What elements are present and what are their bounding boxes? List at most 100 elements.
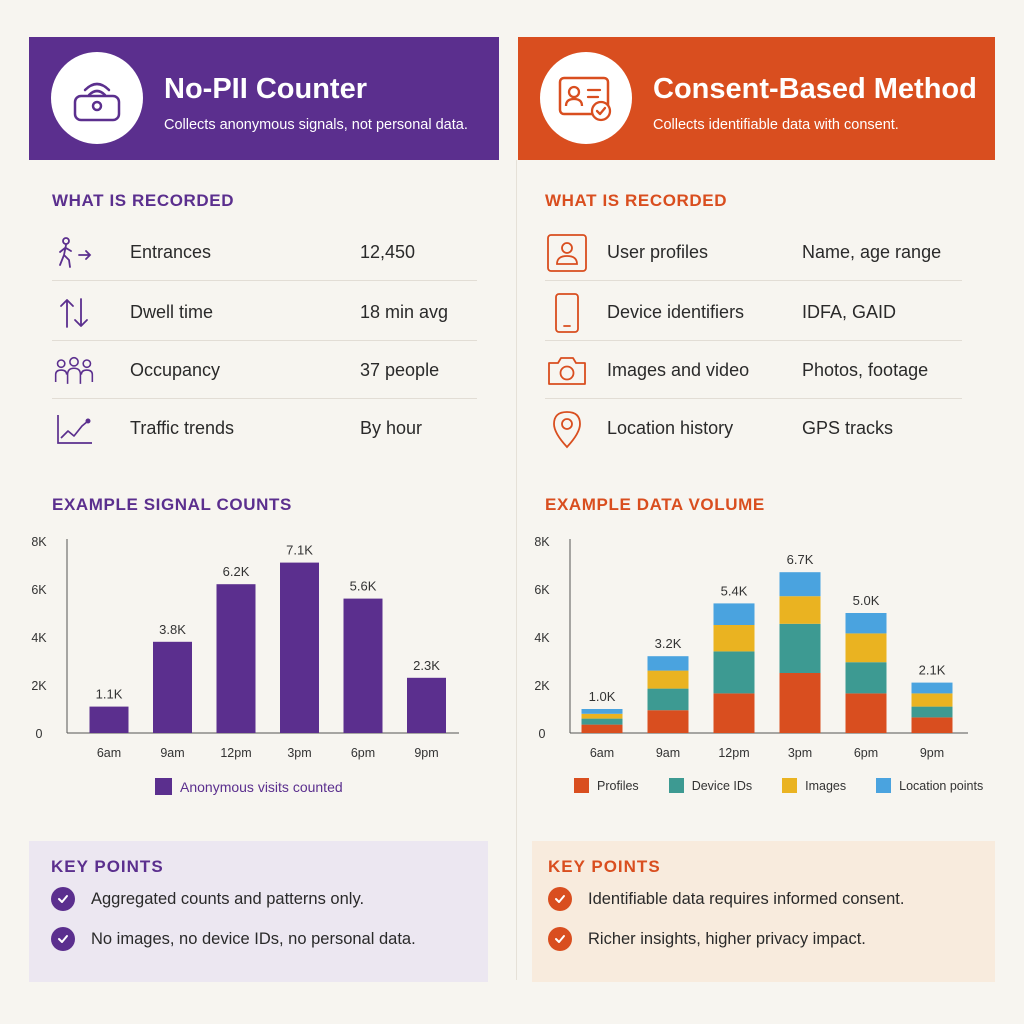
header-subtitle: Collects anonymous signals, not personal… — [164, 117, 468, 133]
data-label: 6.7K — [787, 552, 814, 567]
bar-segment — [280, 562, 319, 733]
recorded-row-location-history: Location history GPS tracks — [545, 399, 962, 457]
camera-icon — [545, 353, 589, 389]
data-label: 7.1K — [286, 543, 313, 558]
key-point: Aggregated counts and patterns only. — [51, 887, 364, 911]
check-icon — [548, 887, 572, 911]
bar-segment — [713, 625, 755, 652]
bar-segment — [581, 718, 623, 725]
row-value: IDFA, GAID — [802, 302, 897, 322]
bar-segment — [153, 641, 192, 733]
y-tick-label: 4K — [534, 631, 550, 645]
bar-segment — [89, 706, 129, 733]
key-points-title: KEY POINTS — [548, 857, 661, 876]
recorded-section-title: WHAT IS RECORDED — [545, 191, 728, 210]
bar-segment — [647, 670, 689, 689]
row-label: Device identifiers — [607, 302, 745, 322]
key-point-text: Richer insights, higher privacy impact. — [588, 929, 866, 948]
consent-panel: Consent-Based Method Collects identifiab… — [518, 0, 995, 1024]
data-volume-chart: 0 2K 4K 6K 8K 1.0K 6am 3.2K 9am 5.4K 12pm 6.7K 3pm 5.… — [534, 535, 968, 760]
bar-segment — [779, 596, 821, 624]
key-point: Richer insights, higher privacy impact. — [548, 927, 866, 951]
data-label: 5.6K — [350, 579, 377, 594]
row-value: By hour — [360, 418, 423, 438]
bar-segment — [911, 717, 953, 733]
y-tick-label: 8K — [31, 535, 47, 549]
row-label: Images and video — [607, 360, 750, 380]
x-tick-label: 6am — [97, 746, 121, 760]
bar-segment — [911, 682, 953, 694]
chart-title: EXAMPLE SIGNAL COUNTS — [52, 495, 292, 514]
bar-segment — [581, 713, 623, 719]
bar-segment — [845, 633, 887, 663]
y-tick-label: 0 — [539, 727, 546, 741]
y-tick-label: 8K — [534, 535, 550, 549]
id-card-check-icon — [540, 52, 632, 144]
header-title: No-PII Counter — [164, 73, 367, 105]
legend-item: Device IDs — [668, 778, 753, 793]
x-tick-label: 9pm — [414, 746, 438, 760]
row-label: User profiles — [607, 242, 709, 262]
bar-segment — [343, 598, 383, 733]
y-tick-label: 6K — [534, 583, 550, 597]
legend-label: Anonymous visits counted — [180, 778, 343, 795]
row-label: Traffic trends — [130, 418, 235, 438]
legend-item: Location points — [876, 778, 983, 793]
legend-swatch — [782, 778, 798, 793]
legend-swatch — [668, 778, 684, 793]
bar-segment — [779, 673, 821, 733]
check-icon — [548, 927, 572, 951]
bar-segment — [911, 693, 953, 707]
x-tick-label: 9pm — [920, 746, 944, 760]
data-label: 5.0K — [853, 593, 880, 608]
legend-swatch — [876, 778, 892, 793]
data-label: 2.3K — [413, 658, 440, 673]
check-icon — [51, 887, 75, 911]
x-tick-label: 6am — [590, 746, 614, 760]
key-point-text: No images, no device IDs, no personal da… — [91, 929, 416, 948]
bar-segment — [911, 706, 953, 718]
recorded-row-device-identifiers: Device identifiers IDFA, GAID — [545, 283, 962, 341]
data-label: 6.2K — [223, 564, 250, 579]
data-label: 1.0K — [589, 689, 616, 704]
key-point-text: Identifiable data requires informed cons… — [588, 889, 905, 908]
bar-segment — [713, 651, 755, 694]
data-label: 3.8K — [159, 622, 186, 637]
bar-segment — [216, 584, 256, 733]
bar-segment — [779, 623, 821, 673]
row-value: 37 people — [360, 360, 440, 380]
y-tick-label: 4K — [31, 631, 47, 645]
recorded-row-images-video: Images and video Photos, footage — [545, 341, 962, 399]
row-label: Entrances — [130, 242, 212, 262]
bar-segment — [779, 572, 821, 597]
x-tick-label: 6pm — [854, 746, 878, 760]
row-label: Dwell time — [130, 302, 214, 322]
key-points-title: KEY POINTS — [51, 857, 164, 876]
legend-swatch — [155, 778, 172, 795]
data-label: 3.2K — [655, 636, 682, 651]
y-tick-label: 2K — [31, 679, 47, 693]
data-label: 2.1K — [919, 663, 946, 678]
row-label: Location history — [607, 418, 734, 438]
row-value: 18 min avg — [360, 302, 449, 322]
x-tick-label: 12pm — [220, 746, 251, 760]
people-group-icon — [52, 353, 96, 389]
legend-label: Images — [805, 778, 847, 793]
bar-segment — [713, 693, 755, 733]
recorded-row-occupancy: Occupancy 37 people — [52, 341, 477, 399]
header-subtitle: Collects identifiable data with consent. — [653, 117, 899, 133]
bar-segment — [647, 656, 689, 671]
phone-icon — [545, 293, 589, 333]
recorded-section-title: WHAT IS RECORDED — [52, 191, 235, 210]
legend-label: Device IDs — [691, 778, 753, 793]
bar-segment — [845, 693, 887, 733]
chart-title: EXAMPLE DATA VOLUME — [545, 495, 765, 514]
key-point: No images, no device IDs, no personal da… — [51, 927, 416, 951]
x-tick-label: 3pm — [788, 746, 812, 760]
chart-legend: Anonymous visits counted — [155, 778, 343, 795]
recorded-row-entrances: Entrances 12,450 — [52, 223, 477, 281]
bar-segment — [647, 710, 689, 733]
key-points-box: KEY POINTS Identifiable data requires in… — [532, 841, 995, 982]
walking-person-icon — [52, 235, 96, 271]
check-icon — [51, 927, 75, 951]
